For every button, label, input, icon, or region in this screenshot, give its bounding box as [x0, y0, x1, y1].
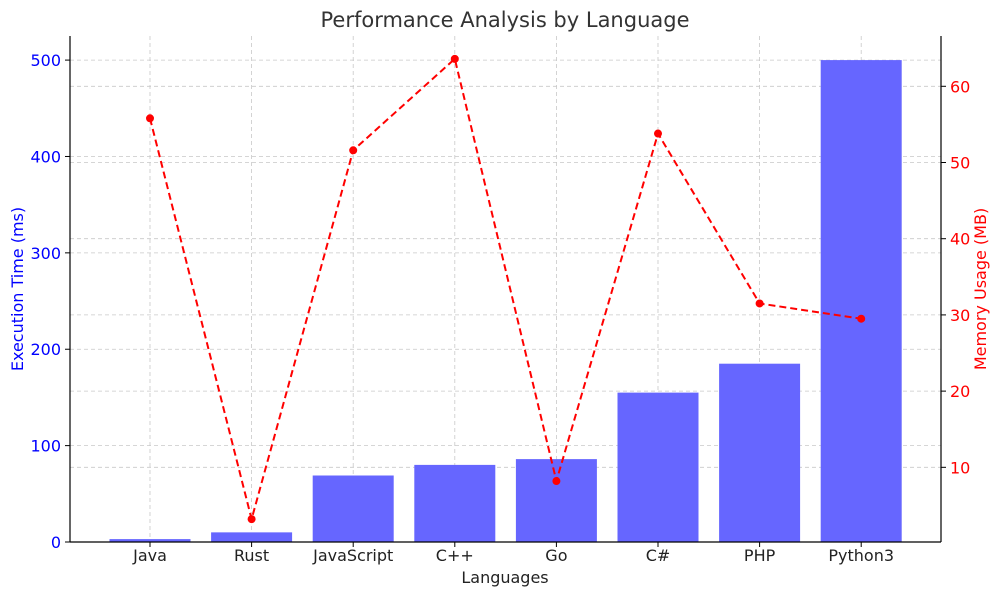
ticks: 0 100 200 300 400 500 10 20 30 40 50 60 Java Rust Java…	[30, 51, 970, 565]
x-tick-label-javascript: JavaScript	[312, 546, 393, 565]
bar-series	[109, 60, 902, 542]
y-right-tick-label-20: 20	[950, 382, 970, 401]
bar-java	[109, 539, 191, 542]
y-right-tick-label-40: 40	[950, 230, 970, 249]
bar-rust	[211, 532, 293, 542]
x-tick-label-go: Go	[545, 546, 567, 565]
memory-point-c	[450, 54, 459, 63]
y-left-tick-label-400: 400	[30, 147, 61, 166]
x-tick-label-php: PHP	[744, 546, 776, 565]
grid-lines	[70, 36, 941, 543]
y-right-tick-label-60: 60	[950, 77, 970, 96]
memory-point-php	[755, 299, 764, 308]
bar-php	[719, 363, 801, 542]
memory-point-go	[552, 477, 561, 486]
x-tick-label-python3: Python3	[828, 546, 894, 565]
y-left-tick-label-0: 0	[51, 533, 61, 552]
x-tick-label-java: Java	[132, 546, 167, 565]
x-tick-label-c: C#	[646, 546, 671, 565]
memory-point-rust	[247, 515, 256, 524]
bar-javascript	[312, 475, 394, 542]
y-left-axis-label: Execution Time (ms)	[8, 207, 27, 371]
axes	[69, 36, 942, 543]
memory-series	[146, 54, 866, 524]
chart-title: Performance Analysis by Language	[320, 8, 689, 32]
y-left-tick-label-200: 200	[30, 340, 61, 359]
y-right-tick-label-50: 50	[950, 154, 970, 173]
memory-line	[149, 56, 862, 524]
memory-point-c	[654, 129, 662, 138]
x-tick-label-rust: Rust	[234, 546, 269, 565]
y-right-tick-label-10: 10	[950, 458, 970, 477]
y-left-tick-label-300: 300	[30, 244, 61, 263]
bar-python3	[820, 60, 902, 542]
memory-point-java	[146, 114, 154, 123]
y-right-axis-label: Memory Usage (MB)	[971, 208, 990, 370]
y-left-tick-label-500: 500	[30, 51, 61, 70]
bar-c	[414, 464, 496, 542]
bar-c	[617, 392, 699, 542]
x-tick-label-c: C++	[436, 546, 474, 565]
y-right-tick-label-30: 30	[950, 306, 970, 325]
x-axis-label: Languages	[461, 568, 548, 587]
y-left-tick-label-100: 100	[30, 437, 61, 456]
memory-point-python3	[857, 314, 866, 323]
bar-go	[515, 459, 597, 542]
memory-point-javascript	[349, 146, 358, 155]
